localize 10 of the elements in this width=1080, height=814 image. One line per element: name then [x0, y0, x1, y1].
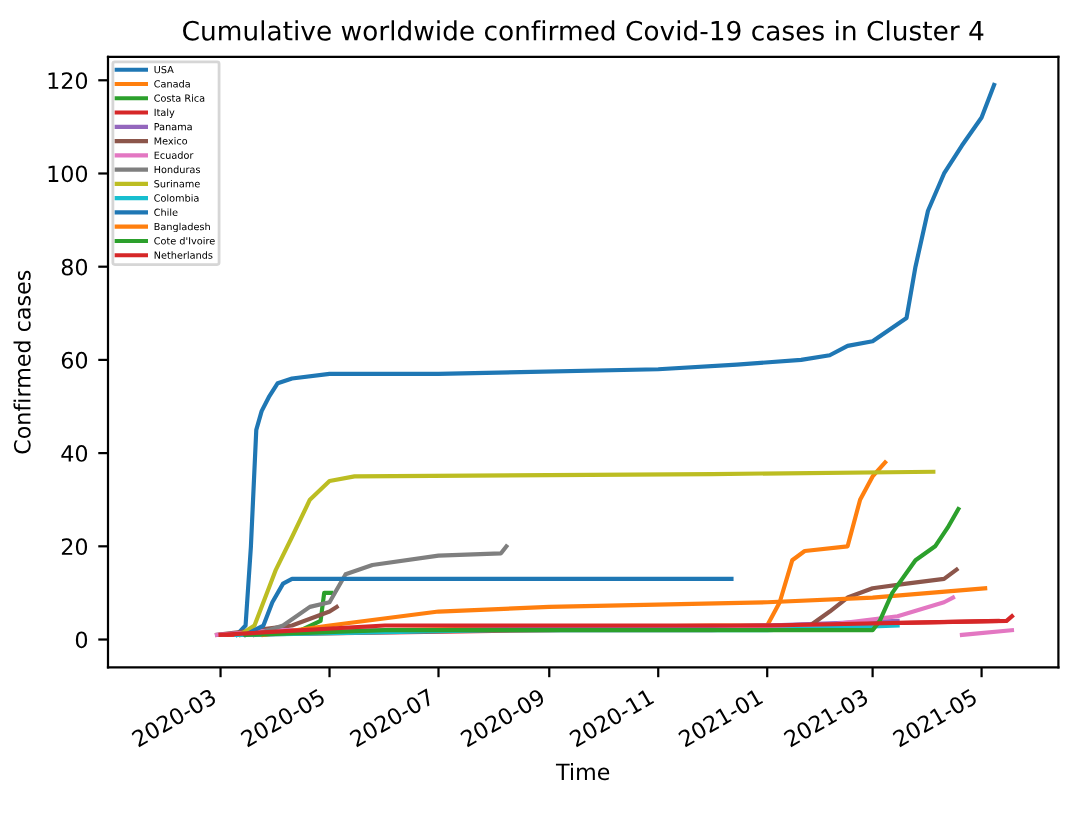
chart-title: Cumulative worldwide confirmed Covid-19 cases in Cluster 4: [183, 20, 984, 41]
y-tick-label: 60: [61, 351, 88, 369]
y-tick-label: 40: [61, 445, 88, 462]
x-axis-title: Time: [555, 763, 610, 781]
y-tick-label: 100: [48, 165, 88, 183]
y-tick-label: 0: [75, 631, 88, 649]
y-tick-label: 120: [48, 72, 88, 90]
y-tick-label: 80: [61, 258, 88, 276]
y-axis-title: Confirmed cases: [13, 270, 31, 454]
y-tick-label: 20: [61, 538, 88, 556]
